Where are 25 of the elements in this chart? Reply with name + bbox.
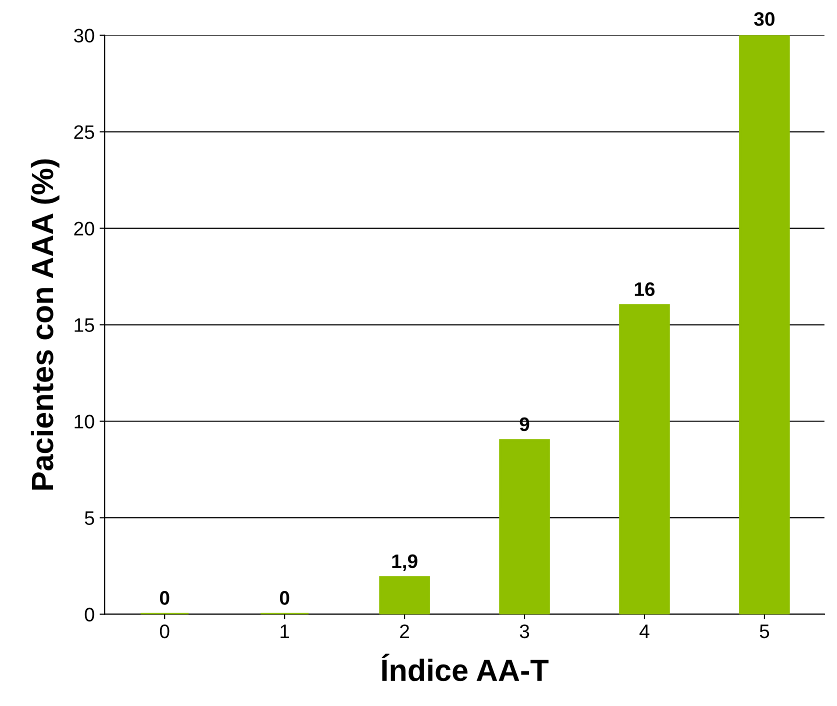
y-tick-label: 30 bbox=[74, 28, 94, 43]
data-label: 1,9 bbox=[392, 554, 418, 571]
data-label: 0 bbox=[280, 591, 290, 605]
data-label: 9 bbox=[520, 417, 530, 432]
y-tick-label: 10 bbox=[74, 414, 94, 428]
bar bbox=[379, 576, 430, 614]
data-label: 30 bbox=[754, 12, 774, 26]
y-tick-label: 5 bbox=[84, 511, 94, 525]
y-axis-title: Pacientes con AAA (%) bbox=[30, 159, 60, 490]
bar bbox=[739, 35, 790, 614]
bar bbox=[499, 439, 550, 614]
data-label: 0 bbox=[160, 591, 170, 605]
x-tick-label: 3 bbox=[520, 624, 530, 638]
x-axis-title: Índice AA-T bbox=[382, 654, 549, 682]
x-tick-label: 5 bbox=[760, 624, 770, 638]
y-tick-label: 0 bbox=[84, 608, 94, 622]
y-tick-label: 25 bbox=[74, 125, 94, 140]
bar bbox=[619, 304, 670, 614]
x-tick-label: 2 bbox=[400, 624, 409, 638]
y-tick-label: 15 bbox=[74, 318, 94, 332]
y-tick-label: 20 bbox=[74, 222, 94, 236]
x-tick-label: 1 bbox=[280, 624, 290, 638]
x-tick-label: 4 bbox=[640, 624, 650, 638]
x-tick-label: 0 bbox=[160, 624, 170, 638]
data-label: 16 bbox=[634, 282, 655, 296]
